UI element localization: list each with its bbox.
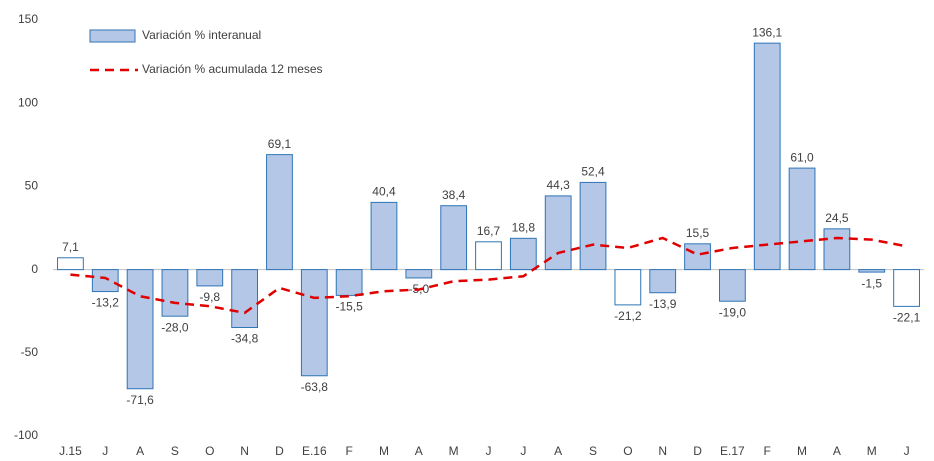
bar <box>196 269 224 287</box>
x-tick-label: J <box>904 444 910 458</box>
data-label: 44,3 <box>547 178 571 192</box>
legend-label: Variación % acumulada 12 meses <box>142 62 323 76</box>
data-label: -1,5 <box>861 276 882 290</box>
y-tick-label: -50 <box>21 345 39 359</box>
data-label: -34,8 <box>231 332 259 346</box>
data-label: 61,0 <box>790 150 814 164</box>
data-label: 15,5 <box>686 226 710 240</box>
data-label: 7,1 <box>62 240 79 254</box>
x-tick-label: M <box>449 444 459 458</box>
x-tick-label: J <box>102 444 108 458</box>
bar <box>788 167 816 271</box>
x-tick-label: M <box>797 444 807 458</box>
bar <box>684 243 711 271</box>
data-label: -28,0 <box>161 320 189 334</box>
bar <box>579 181 607 271</box>
x-tick-label: M <box>379 444 389 458</box>
x-tick-label: D <box>693 444 702 458</box>
x-tick-label: F <box>345 444 352 458</box>
x-tick-label: N <box>658 444 667 458</box>
bar <box>231 269 259 329</box>
bar <box>509 237 537 271</box>
x-tick-label: O <box>205 444 214 458</box>
data-label: 18,8 <box>512 220 536 234</box>
legend-label: Variación % interanual <box>142 28 261 42</box>
bar <box>300 269 328 377</box>
x-tick-label: M <box>867 444 877 458</box>
y-tick-label: 100 <box>18 95 38 109</box>
y-tick-label: 0 <box>31 262 38 276</box>
data-label: 52,4 <box>581 165 605 179</box>
data-label: 69,1 <box>268 137 292 151</box>
bar <box>718 269 746 302</box>
x-tick-label: D <box>275 444 284 458</box>
data-label: 38,4 <box>442 188 466 202</box>
x-tick-label: A <box>554 444 562 458</box>
bar <box>475 241 502 271</box>
x-tick-label: O <box>623 444 632 458</box>
x-tick-label: A <box>833 444 841 458</box>
data-label: -63,8 <box>301 380 329 394</box>
data-label: -13,2 <box>92 296 120 310</box>
data-label: -22,1 <box>893 311 921 325</box>
x-tick-label: A <box>136 444 144 458</box>
legend-swatch <box>89 29 136 43</box>
bar <box>57 257 84 271</box>
y-tick-label: 150 <box>18 12 38 26</box>
x-tick-label: E.16 <box>302 444 327 458</box>
bar <box>126 269 154 390</box>
bar <box>649 269 677 294</box>
data-label: 24,5 <box>825 211 849 225</box>
data-label: -21,2 <box>614 309 642 323</box>
bar <box>440 205 468 271</box>
data-label: -71,6 <box>126 393 154 407</box>
bar <box>335 269 363 296</box>
bar <box>91 269 119 293</box>
y-tick-label: -100 <box>14 428 38 442</box>
x-tick-label: J.15 <box>59 444 82 458</box>
x-tick-label: N <box>240 444 249 458</box>
y-tick-label: 50 <box>25 179 39 193</box>
x-tick-label: E.17 <box>720 444 745 458</box>
x-tick-label: S <box>589 444 597 458</box>
x-tick-label: J <box>486 444 492 458</box>
bar <box>893 269 920 307</box>
bar <box>823 228 851 271</box>
data-label: 136,1 <box>752 25 782 39</box>
x-tick-label: J <box>520 444 526 458</box>
data-label: -9,8 <box>199 290 220 304</box>
line-series <box>70 236 907 315</box>
bar <box>405 269 433 279</box>
x-tick-label: S <box>171 444 179 458</box>
x-tick-label: F <box>764 444 771 458</box>
bar <box>858 269 886 273</box>
data-label: -13,9 <box>649 297 677 311</box>
bar <box>370 201 398 271</box>
data-label: -19,0 <box>719 305 747 319</box>
data-label: 16,7 <box>477 224 501 238</box>
data-label: 40,4 <box>372 185 396 199</box>
data-label: -15,5 <box>335 300 363 314</box>
bar <box>614 269 642 306</box>
bar <box>161 269 189 317</box>
bar <box>266 154 293 271</box>
bar <box>753 42 781 271</box>
x-tick-label: A <box>415 444 423 458</box>
